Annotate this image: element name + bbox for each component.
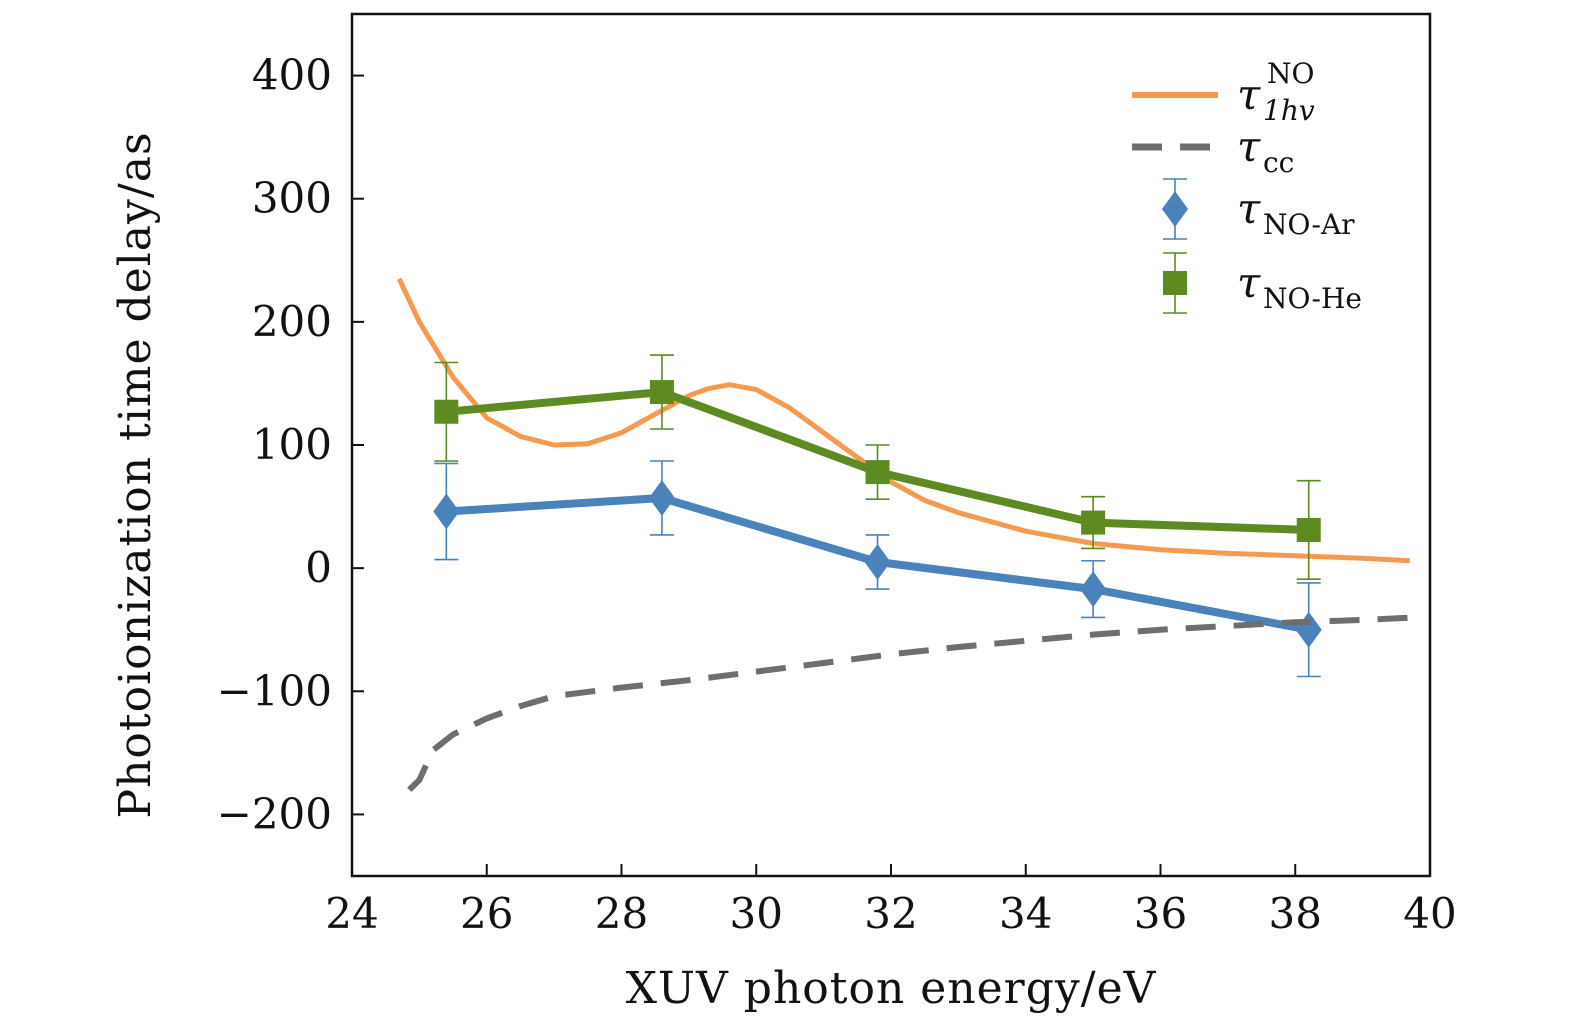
x-tick-label: 24: [325, 889, 378, 938]
legend-subscript: NO-Ar: [1263, 208, 1355, 241]
legend-entry-tau-no-ar: τ NO-Ar: [1162, 178, 1355, 241]
y-axis-title: Photoionization time delay/as: [110, 131, 161, 818]
legend-tau-symbol: τ: [1237, 70, 1261, 119]
y-tick-label: −100: [217, 666, 332, 715]
x-tick-label: 36: [1134, 889, 1187, 938]
legend-subscript: 1hv: [1263, 94, 1315, 127]
data-point-square: [649, 380, 674, 405]
series-tau-no-he: [434, 354, 1321, 581]
series-line: [396, 277, 1410, 564]
data-point-diamond: [1295, 611, 1322, 648]
data-point-diamond: [1080, 571, 1107, 608]
legend-subscript: NO-He: [1263, 282, 1362, 315]
y-tick-label: 100: [252, 420, 332, 469]
x-axis-title: XUV photon energy/eV: [626, 963, 1157, 1014]
legend-superscript: NO: [1267, 57, 1314, 90]
series-tau-1hv: [396, 277, 1410, 564]
legend-tau-symbol: τ: [1237, 258, 1261, 307]
y-tick-label: −200: [217, 789, 332, 838]
x-tick-label: 28: [595, 889, 648, 938]
data-point-square: [1296, 517, 1321, 542]
series-tau-cc: [407, 614, 1417, 792]
series-tau-no-ar: [433, 460, 1322, 678]
legend-tau-symbol: τ: [1237, 184, 1261, 233]
legend-marker: [1163, 271, 1187, 295]
data-point-diamond: [433, 493, 460, 530]
x-tick-label: 38: [1269, 889, 1322, 938]
legend-entry-tau-no-he: τ NO-He: [1163, 252, 1362, 315]
legend-entry-tau-cc: τ cc: [1132, 122, 1294, 179]
legend-tau-symbol: τ: [1237, 122, 1261, 171]
x-tick-label: 32: [864, 889, 917, 938]
data-point-diamond: [864, 543, 891, 580]
x-tick-label: 26: [460, 889, 513, 938]
y-tick-label: 300: [252, 174, 332, 223]
data-point-square: [434, 399, 459, 424]
data-point-square: [865, 460, 890, 485]
axis-ticks: 24 26 28 30 32 34 36 38 40 −200 −100 0 100 200 300 400: [217, 51, 1457, 938]
plot-area: [396, 277, 1417, 792]
x-tick-label: 40: [1403, 889, 1456, 938]
y-tick-label: 0: [305, 543, 332, 592]
x-tick-label: 30: [730, 889, 783, 938]
data-point-square: [1081, 510, 1106, 535]
plot-frame: [350, 12, 1432, 878]
y-tick-label: 400: [252, 51, 332, 100]
data-point-diamond: [648, 479, 675, 516]
series-line: [407, 614, 1417, 792]
legend-subscript: cc: [1263, 146, 1294, 179]
y-tick-label: 200: [252, 297, 332, 346]
legend-marker: [1162, 191, 1188, 227]
legend-entry-tau-1hv: τ 1hv NO: [1132, 57, 1315, 127]
x-tick-label: 34: [999, 889, 1052, 938]
